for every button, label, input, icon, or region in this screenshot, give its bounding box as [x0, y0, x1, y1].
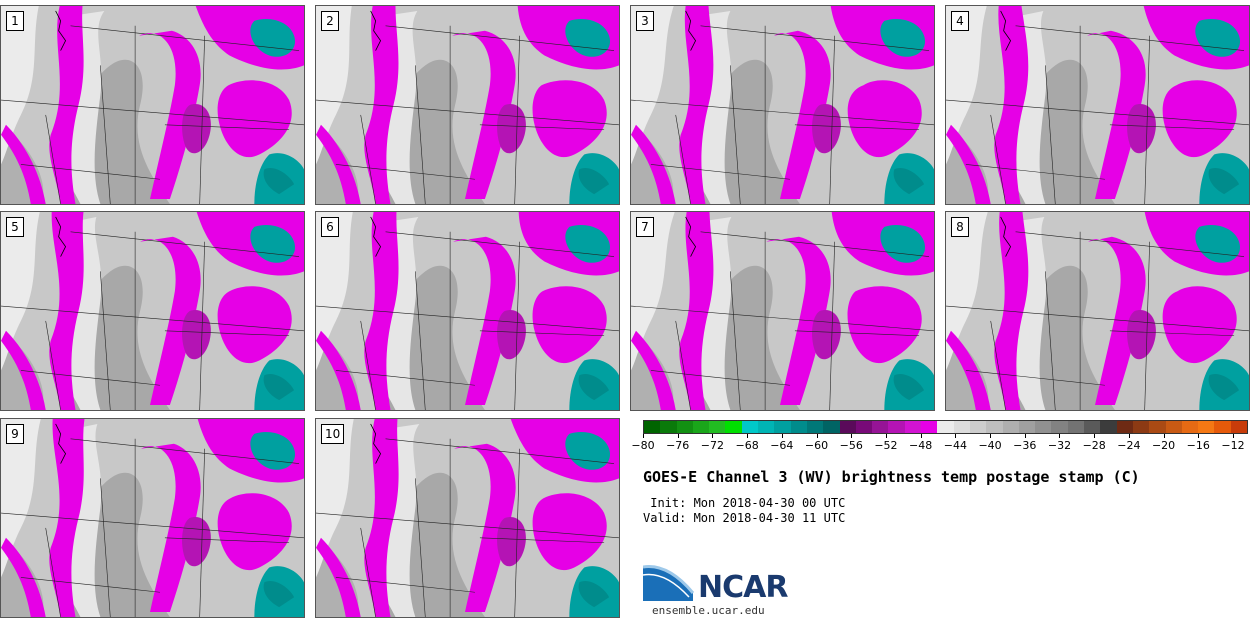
logo-url: ensemble.ucar.edu	[652, 604, 765, 617]
logo-wordmark: NCAR	[698, 570, 788, 605]
colorbar-tick-label: −44	[943, 439, 967, 452]
panel-number: 4	[951, 11, 969, 31]
panel-number: 2	[321, 11, 339, 31]
colorbar-tick-label: −48	[909, 439, 933, 452]
panel-number: 7	[636, 217, 654, 237]
colorbar-segment	[692, 421, 710, 433]
colorbar-tick-label: −16	[1186, 439, 1210, 452]
panel-number: 8	[951, 217, 969, 237]
colorbar-segment	[872, 421, 889, 433]
colorbar-segment	[1198, 421, 1215, 433]
colorbar-segment	[676, 421, 693, 433]
colorbar-tick-label: −12	[1221, 439, 1245, 452]
colorbar-tick-label: −20	[1151, 439, 1176, 452]
colorbar-segment	[660, 421, 677, 433]
colorbar-segment	[823, 421, 840, 433]
colorbar-tick-label: −56	[839, 439, 863, 452]
colorbar-tick-label: −36	[1013, 439, 1037, 452]
panel-number: 3	[636, 11, 654, 31]
colorbar-tick-label: −24	[1117, 439, 1141, 452]
colorbar-segment	[855, 421, 873, 433]
ncar-logo-icon	[643, 565, 695, 601]
map-panel: 5	[0, 211, 305, 411]
colorbar-segment	[1018, 421, 1036, 433]
colorbar-segment	[774, 421, 791, 433]
colorbar-segment	[1100, 421, 1117, 433]
colorbar-segment	[969, 421, 987, 433]
colorbar-segment	[1035, 421, 1052, 433]
colorbar-segment	[741, 421, 759, 433]
colorbar-segment	[1002, 421, 1019, 433]
colorbar-segment	[758, 421, 775, 433]
valid-time: Valid: Mon 2018-04-30 11 UTC	[643, 511, 846, 525]
colorbar-tick-label: −76	[666, 439, 690, 452]
colorbar-segment	[725, 421, 742, 433]
colorbar-tick-label: −72	[700, 439, 725, 452]
colorbar-segment	[1116, 421, 1133, 433]
colorbar-segment	[644, 421, 661, 433]
colorbar-ticks: −80 −76 −72 −68 −64 −60 −56 −52 −48 −44 −40 −36 −32−…	[631, 434, 1248, 455]
colorbar-tick-label: −60	[804, 439, 829, 452]
colorbar-tick-label: −80	[631, 439, 655, 452]
colorbar-segment	[1230, 421, 1247, 433]
colorbar-segment	[1084, 421, 1101, 433]
colorbar-segment	[1149, 421, 1166, 433]
panel-number: 9	[6, 424, 24, 444]
map-panel: 9	[0, 418, 305, 618]
colorbar-segment	[790, 421, 807, 433]
colorbar-segment	[1214, 421, 1231, 433]
colorbar-segment	[921, 421, 938, 433]
colorbar-segment	[709, 421, 726, 433]
map-panel: 4	[945, 5, 1250, 205]
colorbar-segment	[937, 421, 954, 433]
colorbar-tick-label: −68	[735, 439, 759, 452]
map-panel: 6	[315, 211, 620, 411]
figure-title: GOES-E Channel 3 (WV) brightness temp po…	[643, 468, 1140, 486]
colorbar-tick-label: −32	[1047, 439, 1072, 452]
colorbar-tick-label: −52	[874, 439, 898, 452]
panel-number: 1	[6, 11, 24, 31]
map-panel: 1	[0, 5, 305, 205]
colorbar-segment	[1132, 421, 1150, 433]
panel-number: 5	[6, 217, 24, 237]
colorbar-tick-label: −64	[770, 439, 794, 452]
colorbar-tick-label: −40	[978, 439, 1002, 452]
colorbar	[643, 420, 1248, 434]
colorbar-segment	[1067, 421, 1085, 433]
colorbar-tick-label: −28	[1082, 439, 1106, 452]
colorbar-segment	[1165, 421, 1182, 433]
map-panel: 10	[315, 418, 620, 618]
colorbar-segment	[1181, 421, 1199, 433]
colorbar-segment	[888, 421, 905, 433]
colorbar-segment	[1051, 421, 1068, 433]
colorbar-segment	[904, 421, 922, 433]
colorbar-segment	[806, 421, 824, 433]
colorbar-segment	[839, 421, 856, 433]
colorbar-segment	[953, 421, 970, 433]
map-panel: 8	[945, 211, 1250, 411]
panel-number: 10	[321, 424, 345, 444]
panel-number: 6	[321, 217, 339, 237]
map-panel: 7	[630, 211, 935, 411]
map-panel: 3	[630, 5, 935, 205]
colorbar-segment	[986, 421, 1003, 433]
map-panel: 2	[315, 5, 620, 205]
init-time: Init: Mon 2018-04-30 00 UTC	[643, 496, 846, 510]
